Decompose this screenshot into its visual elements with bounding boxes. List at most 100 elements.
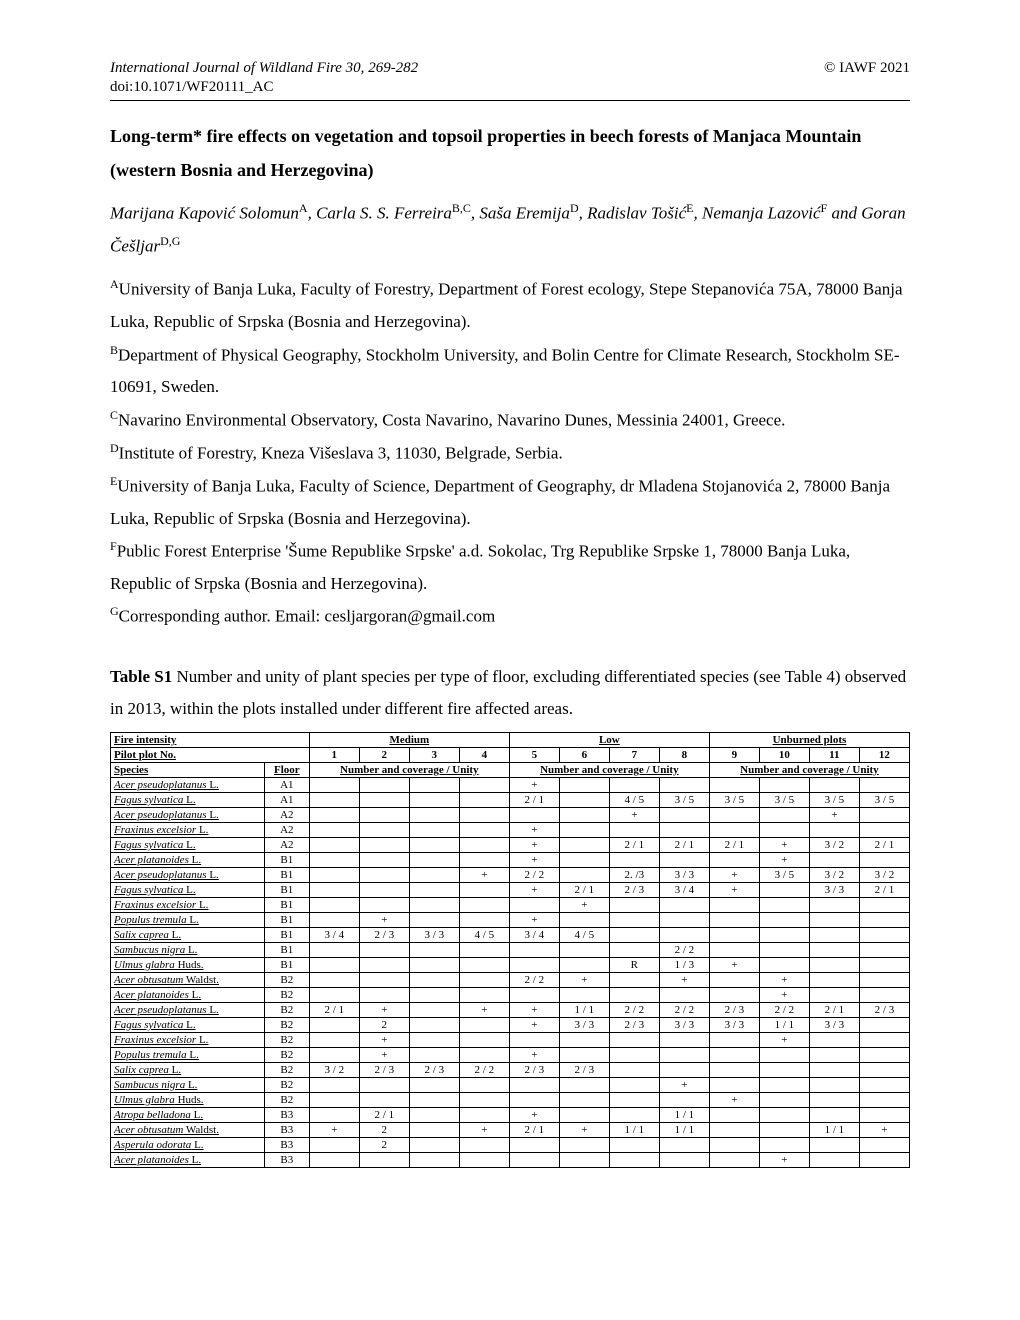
th-plot: 1 xyxy=(309,747,359,762)
value-cell xyxy=(309,1032,359,1047)
table-row: Acer obtusatum Waldst.B22 / 2+++ xyxy=(111,972,910,987)
value-cell xyxy=(709,1137,759,1152)
value-cell xyxy=(309,942,359,957)
value-cell: 2 / 1 xyxy=(509,1122,559,1137)
value-cell xyxy=(409,942,459,957)
species-cell: Fagus sylvatica L. xyxy=(111,882,265,897)
value-cell: + xyxy=(359,1047,409,1062)
value-cell: + xyxy=(759,852,809,867)
value-cell: 1 / 3 xyxy=(659,957,709,972)
value-cell xyxy=(509,987,559,1002)
value-cell xyxy=(659,1032,709,1047)
value-cell: 3 / 4 xyxy=(659,882,709,897)
value-cell xyxy=(809,1062,859,1077)
value-cell xyxy=(409,837,459,852)
value-cell xyxy=(409,912,459,927)
value-cell xyxy=(759,807,809,822)
value-cell xyxy=(759,927,809,942)
value-cell xyxy=(509,1152,559,1167)
value-cell xyxy=(609,822,659,837)
value-cell: 3 / 2 xyxy=(309,1062,359,1077)
floor-cell: B2 xyxy=(264,1032,309,1047)
value-cell xyxy=(309,807,359,822)
value-cell xyxy=(559,1092,609,1107)
value-cell xyxy=(359,987,409,1002)
value-cell: 2 / 1 xyxy=(359,1107,409,1122)
value-cell: + xyxy=(509,1047,559,1062)
value-cell xyxy=(359,837,409,852)
value-cell xyxy=(559,867,609,882)
floor-cell: A2 xyxy=(264,822,309,837)
value-cell: + xyxy=(359,1032,409,1047)
value-cell xyxy=(709,942,759,957)
value-cell: 2 / 1 xyxy=(809,1002,859,1017)
value-cell xyxy=(459,1152,509,1167)
value-cell xyxy=(859,1017,909,1032)
th-cov2: Number and coverage / Unity xyxy=(509,762,709,777)
value-cell xyxy=(459,792,509,807)
species-cell: Acer platanoides L. xyxy=(111,987,265,1002)
value-cell xyxy=(859,1032,909,1047)
value-cell xyxy=(559,942,609,957)
value-cell xyxy=(859,1092,909,1107)
value-cell xyxy=(459,1137,509,1152)
value-cell xyxy=(709,972,759,987)
value-cell xyxy=(659,897,709,912)
floor-cell: B2 xyxy=(264,1002,309,1017)
value-cell xyxy=(759,1122,809,1137)
value-cell xyxy=(559,1047,609,1062)
value-cell xyxy=(459,1017,509,1032)
th-plot: 8 xyxy=(659,747,709,762)
value-cell xyxy=(859,897,909,912)
value-cell: + xyxy=(459,867,509,882)
value-cell: 2. /3 xyxy=(609,867,659,882)
value-cell xyxy=(659,1092,709,1107)
value-cell xyxy=(709,807,759,822)
affiliation: CNavarino Environmental Observatory, Cos… xyxy=(110,404,910,437)
floor-cell: A2 xyxy=(264,807,309,822)
th-cov1: Number and coverage / Unity xyxy=(309,762,509,777)
species-cell: Fagus sylvatica L. xyxy=(111,792,265,807)
value-cell xyxy=(309,1137,359,1152)
value-cell: + xyxy=(509,837,559,852)
authors: Marijana Kapović SolomunA, Carla S. S. F… xyxy=(110,197,910,263)
value-cell: 3 / 4 xyxy=(309,927,359,942)
th-medium: Medium xyxy=(309,732,509,747)
value-cell xyxy=(709,822,759,837)
value-cell xyxy=(759,1092,809,1107)
value-cell: + xyxy=(509,1002,559,1017)
value-cell xyxy=(359,957,409,972)
value-cell xyxy=(809,1077,859,1092)
value-cell xyxy=(459,777,509,792)
table-row: Acer platanoides L.B1++ xyxy=(111,852,910,867)
floor-cell: B3 xyxy=(264,1122,309,1137)
table-row: Ulmus glabra Huds.B2+ xyxy=(111,1092,910,1107)
value-cell xyxy=(759,777,809,792)
th-plot: 11 xyxy=(809,747,859,762)
table-row: Ulmus glabra Huds.B1R1 / 3+ xyxy=(111,957,910,972)
value-cell xyxy=(809,912,859,927)
value-cell xyxy=(309,882,359,897)
value-cell: 2 / 3 xyxy=(609,1017,659,1032)
value-cell: 3 / 2 xyxy=(859,867,909,882)
value-cell: + xyxy=(709,957,759,972)
value-cell xyxy=(309,972,359,987)
value-cell xyxy=(309,837,359,852)
value-cell: + xyxy=(359,912,409,927)
value-cell: + xyxy=(709,882,759,897)
table-row: Salix caprea L.B13 / 42 / 33 / 34 / 53 /… xyxy=(111,927,910,942)
value-cell xyxy=(609,927,659,942)
value-cell: 3 / 5 xyxy=(659,792,709,807)
value-cell: R xyxy=(609,957,659,972)
table-row: Acer obtusatum Waldst.B3+2+2 / 1+1 / 11 … xyxy=(111,1122,910,1137)
value-cell xyxy=(609,852,659,867)
value-cell: + xyxy=(509,777,559,792)
value-cell xyxy=(759,1062,809,1077)
table-row: Salix caprea L.B23 / 22 / 32 / 32 / 22 /… xyxy=(111,1062,910,1077)
value-cell: + xyxy=(509,852,559,867)
table-s1: Fire intensity Medium Low Unburned plots… xyxy=(110,732,910,1168)
article-title: Long-term* fire effects on vegetation an… xyxy=(110,119,910,187)
value-cell xyxy=(309,1077,359,1092)
value-cell xyxy=(559,1032,609,1047)
species-cell: Fraxinus excelsior L. xyxy=(111,822,265,837)
